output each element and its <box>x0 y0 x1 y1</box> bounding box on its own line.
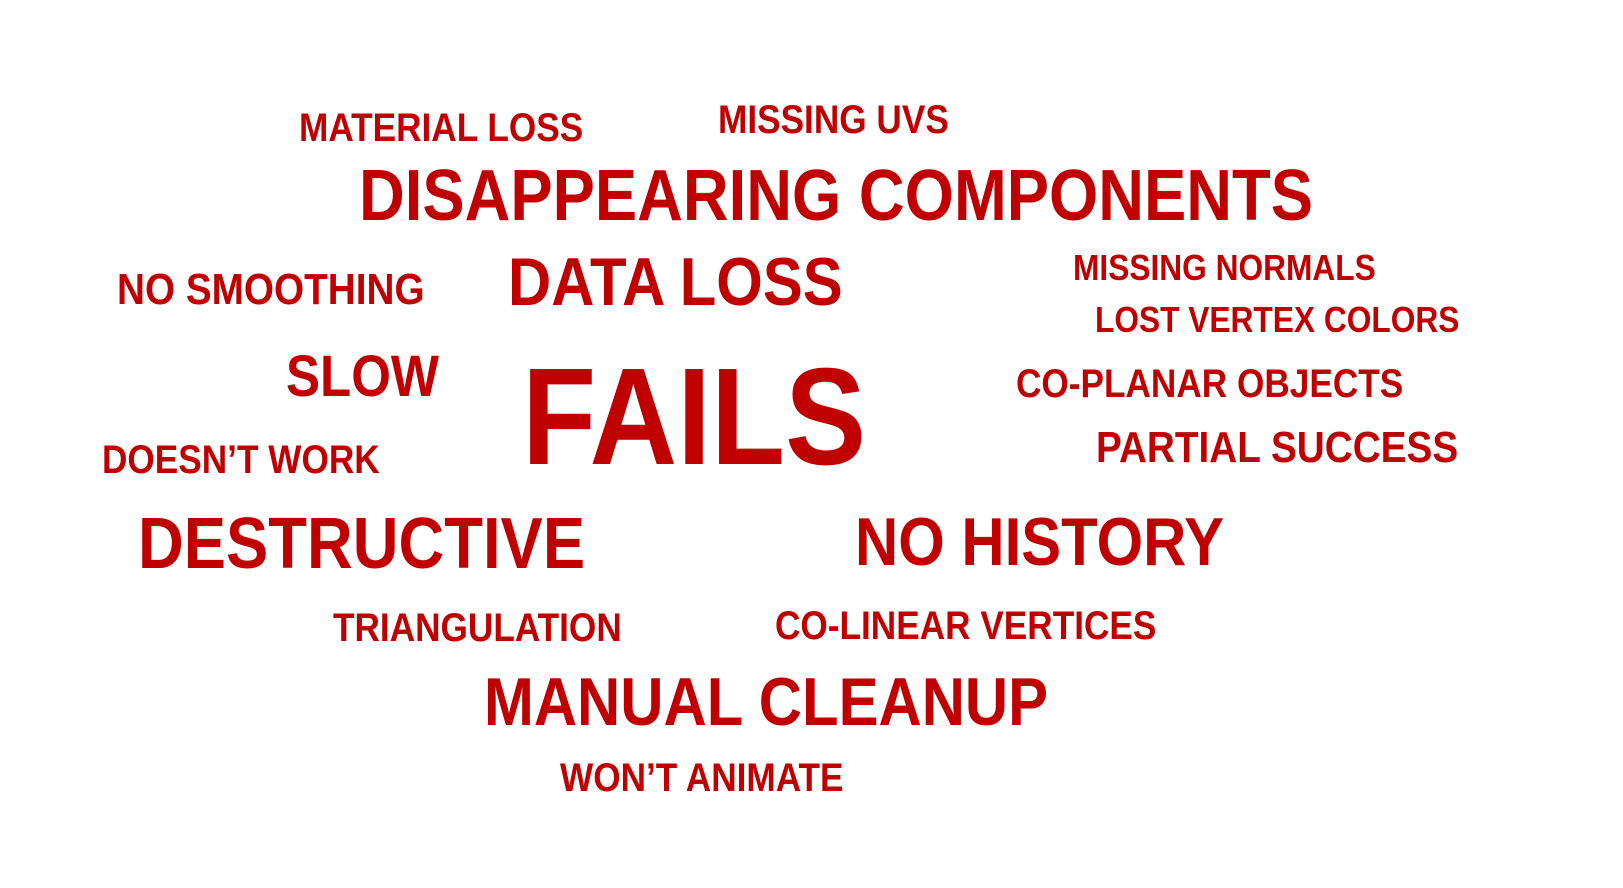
word-no-smoothing: NO SMOOTHING <box>117 265 425 314</box>
word-no-history: NO HISTORY <box>855 504 1225 580</box>
word-missing-uvs: MISSING UVS <box>718 98 949 142</box>
word-destructive: DESTRUCTIVE <box>138 504 586 584</box>
word-material-loss: MATERIAL LOSS <box>299 106 584 150</box>
word-disappearing-components: DISAPPEARING COMPONENTS <box>359 156 1314 236</box>
word-lost-vertex-colors: LOST VERTEX COLORS <box>1095 299 1460 340</box>
word-slow: SLOW <box>286 344 440 409</box>
word-wont-animate: WON’T ANIMATE <box>560 756 844 800</box>
word-co-planar-objects: CO-PLANAR OBJECTS <box>1016 362 1404 406</box>
word-manual-cleanup: MANUAL CLEANUP <box>484 664 1049 740</box>
word-data-loss: DATA LOSS <box>508 244 843 320</box>
word-partial-success: PARTIAL SUCCESS <box>1096 423 1459 472</box>
word-missing-normals: MISSING NORMALS <box>1073 247 1376 288</box>
word-co-linear-vertices: CO-LINEAR VERTICES <box>775 604 1157 648</box>
word-fails: FAILS <box>522 340 867 494</box>
word-triangulation: TRIANGULATION <box>333 606 622 650</box>
word-doesnt-work: DOESN’T WORK <box>102 438 380 482</box>
